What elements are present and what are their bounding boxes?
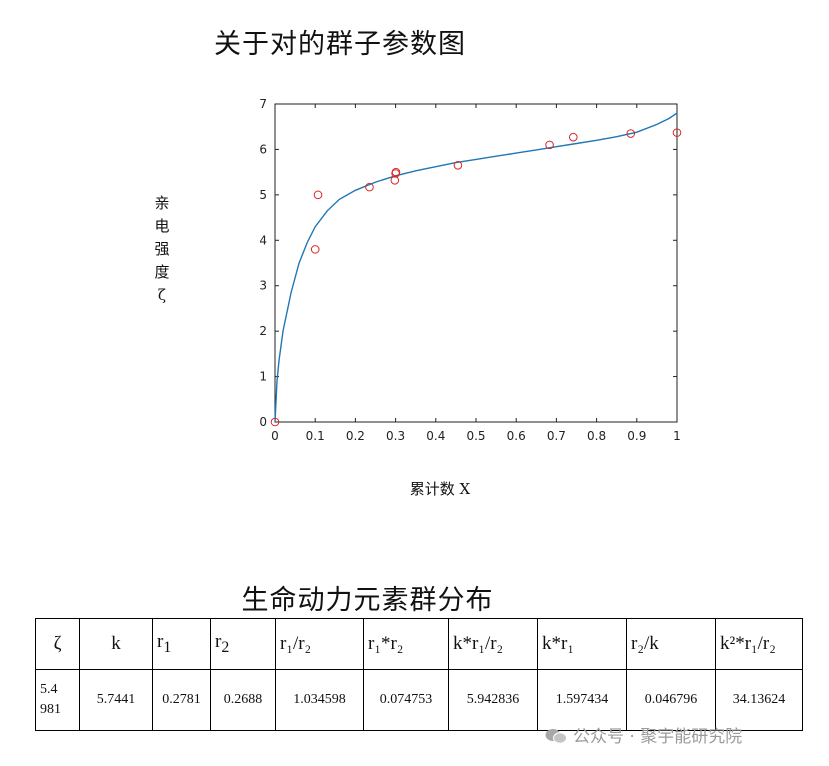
y-tick-label: 1: [259, 370, 267, 384]
table-row: 5.4 981 5.7441 0.2781 0.2688 1.034598 0.…: [35, 669, 803, 731]
chart-title: 关于对的群子参数图: [214, 29, 466, 60]
data-point: [672, 128, 682, 137]
x-tick-label: 0.7: [547, 429, 566, 443]
header-zeta: ζ: [35, 618, 80, 670]
x-axis-label: 累计数 X: [409, 480, 471, 498]
header-k-r1-div-r2: k*r₁/r₂: [448, 618, 538, 670]
data-point: [545, 140, 554, 150]
data-point: [568, 132, 578, 142]
header-k2-r1-div-r2: k²*r₁/r₂: [715, 618, 803, 670]
header-r1-div-r2: r₁/r₂: [275, 618, 364, 670]
y-tick-label: 0: [259, 415, 267, 429]
y-tick-label: 2: [259, 324, 267, 338]
table-header-row: ζ k r1 r2 r₁/r₂ r₁*r₂ k*r₁/r₂ k*r₁ r₂/k …: [35, 618, 803, 670]
data-points-group: [270, 128, 682, 427]
data-point: [365, 182, 374, 192]
data-point: [313, 190, 323, 200]
wechat-icon: [545, 729, 567, 744]
data-point: [310, 245, 320, 254]
data-point: [626, 129, 636, 138]
x-tick-label: 0.8: [587, 429, 606, 443]
y-tick-label: 6: [259, 142, 267, 156]
x-tick-label: 0.9: [627, 429, 646, 443]
y-tick-label: 7: [259, 97, 267, 111]
cell-zeta: 5.4 981: [35, 669, 80, 731]
plot-frame: [274, 103, 678, 423]
y-tick-label: 4: [259, 233, 267, 247]
x-tick-label: 0.6: [507, 429, 526, 443]
header-r2-div-k: r₂/k: [626, 618, 716, 670]
y-tick-label: 3: [259, 279, 267, 293]
header-r1: r1: [152, 618, 211, 670]
header-r1-times-r2: r₁*r₂: [363, 618, 449, 670]
x-tick-label: 0.5: [466, 429, 485, 443]
x-tick-label: 0.4: [426, 429, 445, 443]
plot-axes: 0 0.1 0.2 0.3 0.4 0.5 0.6 0.7 0.8 0.9 1 0 1 2 3 4 5 6 7: [259, 97, 680, 443]
watermark: 公众号 · 聚宇能研究院: [545, 722, 742, 747]
fit-curve-group: [274, 112, 678, 423]
y-tick-label: 5: [259, 188, 267, 202]
watermark-text: 公众号 · 聚宇能研究院: [573, 727, 743, 747]
header-k: k: [79, 618, 153, 670]
cell-k-times-r1: 1.597434: [537, 669, 627, 731]
cell-r1-div-r2: 1.034598: [275, 669, 364, 731]
cell-r1: 0.2781: [152, 669, 211, 731]
table-title: 生命动力元素群分布: [241, 585, 494, 616]
cell-k-r1-div-r2: 5.942836: [448, 669, 538, 731]
x-tick-label: 0.3: [386, 429, 405, 443]
parameter-table: ζ k r1 r2 r₁/r₂ r₁*r₂ k*r₁/r₂ k*r₁ r₂/k …: [35, 618, 803, 731]
cell-r2-div-k: 0.046796: [626, 669, 716, 731]
fit-curve-line: [274, 112, 678, 423]
y-axis-label: 亲 电 强 度 ζ: [154, 194, 170, 304]
x-tick-label: 0: [271, 429, 279, 443]
data-point: [391, 167, 401, 177]
x-tick-label: 1: [673, 429, 681, 443]
data-point: [270, 417, 280, 427]
cell-k: 5.7441: [79, 669, 153, 731]
data-point: [453, 161, 463, 170]
header-r2: r2: [210, 618, 276, 670]
x-tick-label: 0.2: [346, 429, 365, 443]
x-tick-label: 0.1: [306, 429, 325, 443]
cell-k2-r1-div-r2: 34.13624: [715, 669, 803, 731]
cell-r2: 0.2688: [210, 669, 276, 731]
cell-r1-times-r2: 0.074753: [363, 669, 449, 731]
data-point: [390, 176, 400, 185]
header-k-times-r1: k*r₁: [537, 618, 627, 670]
